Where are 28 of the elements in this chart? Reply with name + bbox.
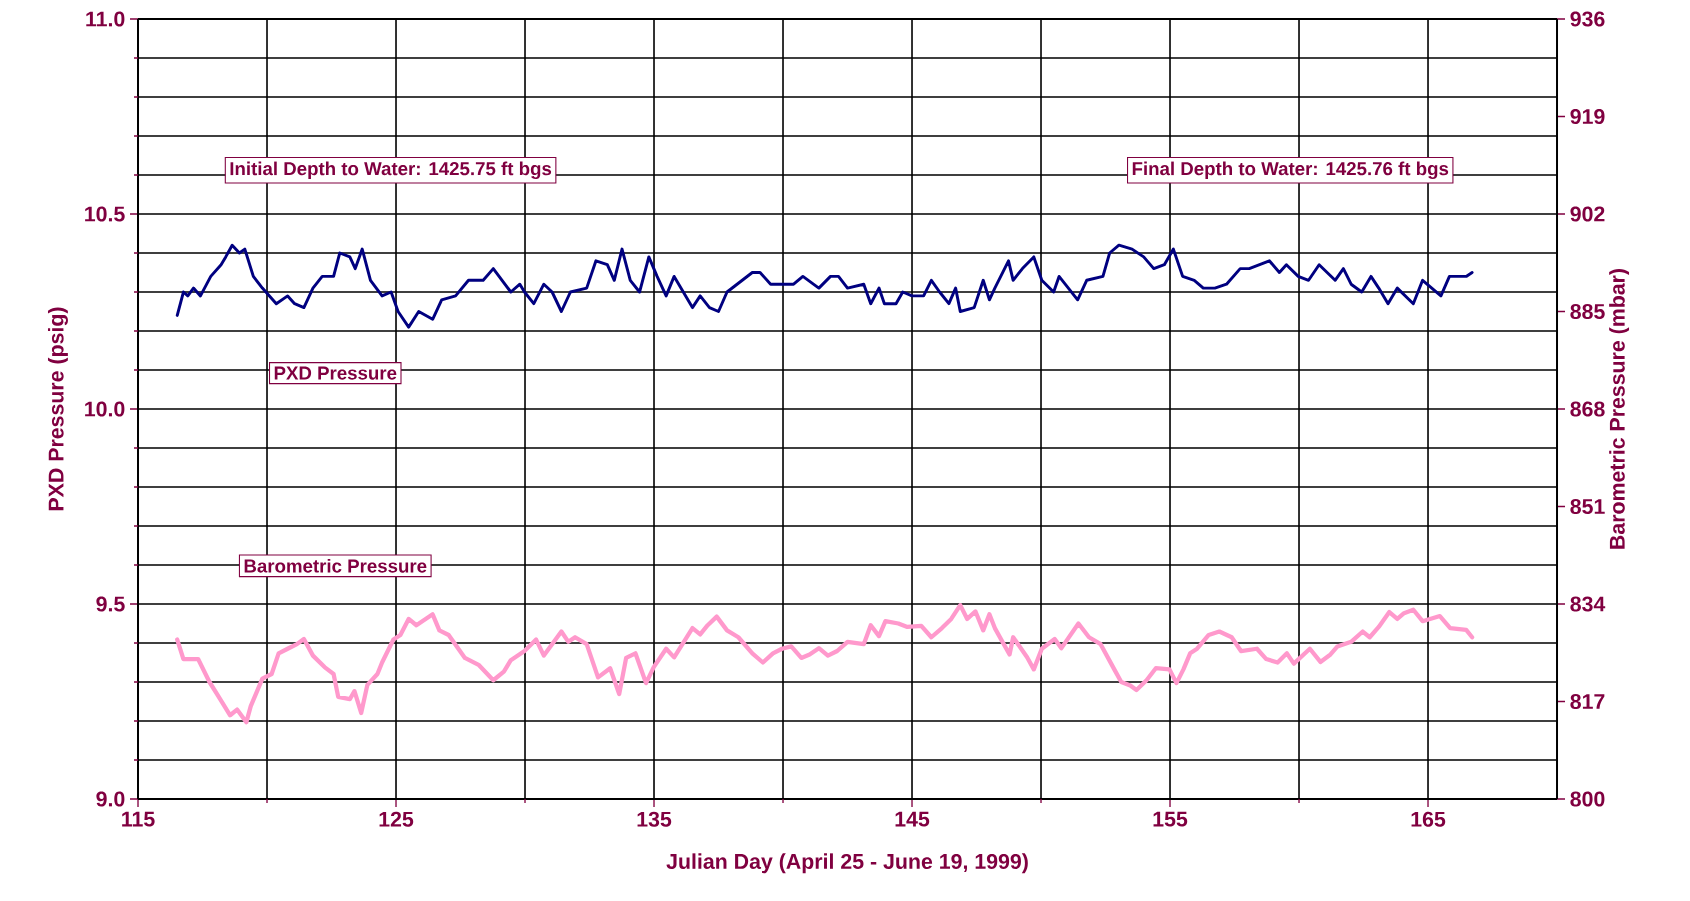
- x-axis-title: Julian Day (April 25 - June 19, 1999): [666, 853, 1028, 874]
- annotation: Final Depth to Water: 1425.76 ft bgs: [1132, 161, 1449, 180]
- y-tick-label: 10.0: [85, 401, 125, 417]
- x-tick-label: 145: [895, 811, 930, 827]
- y-axis-title: PXD Pressure (psig): [47, 307, 68, 511]
- y2-tick-label: 817: [1570, 693, 1605, 710]
- annotation: Initial Depth to Water: 1425.75 ft bgs: [230, 161, 552, 180]
- y2-tick-label: 936: [1570, 11, 1605, 27]
- text: Barometric Pressure: [244, 558, 427, 573]
- text: PXD Pressure: [274, 366, 397, 380]
- y2-tick-label: 919: [1570, 108, 1605, 125]
- y2-tick-label: 885: [1570, 303, 1605, 320]
- y-tick-label: 9.0: [96, 791, 125, 807]
- y2-tick-label: 800: [1570, 791, 1605, 807]
- x-tick-label: 155: [1153, 811, 1188, 827]
- y-tick-label: 10.5: [85, 206, 125, 222]
- y2-tick-label: 868: [1570, 401, 1605, 417]
- y2-tick-label: 902: [1570, 206, 1605, 222]
- y-tick-label: 11.0: [86, 11, 125, 27]
- line-series: [175, 603, 1475, 725]
- x-tick-label: 165: [1411, 811, 1446, 827]
- x-tick-label: 135: [637, 811, 672, 827]
- y-tick-label: 9.5: [96, 596, 125, 612]
- y2-tick-label: 834: [1570, 596, 1606, 612]
- x-tick-label: 115: [122, 811, 155, 827]
- y2-axis-title: Barometric Pressure (mbar): [1609, 269, 1630, 549]
- x-tick-label: 125: [379, 811, 414, 827]
- y2-tick-label: 851: [1570, 498, 1605, 515]
